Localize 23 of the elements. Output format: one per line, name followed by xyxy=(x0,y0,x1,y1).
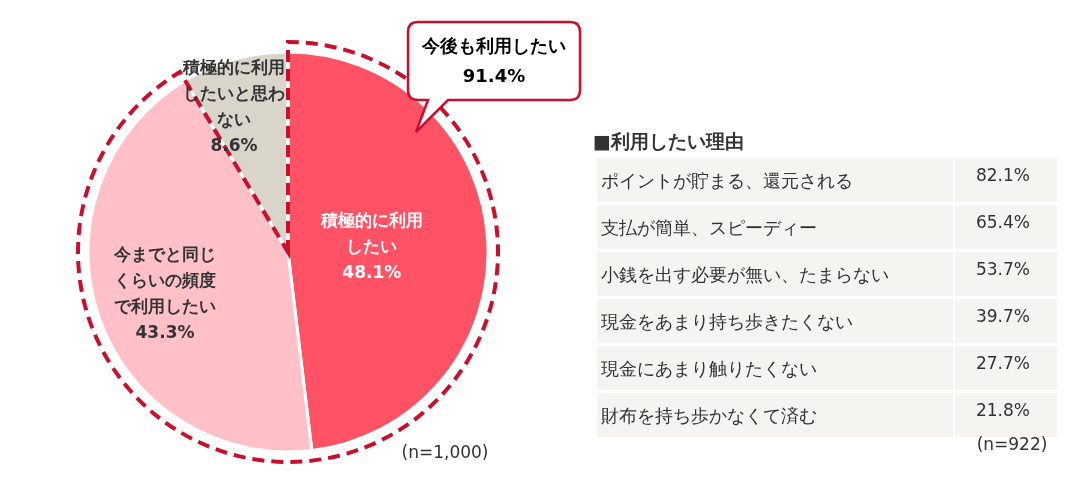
category-label: 支払が簡単、スピーディー xyxy=(601,216,817,238)
category-label: 現金をあまり持ち歩きたくない xyxy=(601,310,853,332)
category-label: 小銭を出す必要が無い、たまらない xyxy=(601,263,889,285)
slice-label: 積極的に利用したいと思わない xyxy=(181,57,285,130)
data-label: 21.8% xyxy=(975,399,1031,420)
text: 91.4% xyxy=(462,65,526,86)
slice-label: 今までと同じくらいの頻度で利用したい xyxy=(113,244,217,317)
data-label: 39.7% xyxy=(975,305,1031,326)
category-label: 財布を持ち歩かなくて済む xyxy=(601,404,817,426)
data-label: 65.4% xyxy=(975,211,1031,232)
data-label: 82.1% xyxy=(975,164,1031,185)
data-label: 48.1% xyxy=(342,261,402,282)
data-label: 43.3% xyxy=(135,322,195,343)
text: (n=1,000) xyxy=(401,442,489,462)
slice-label: 積極的に利用したい xyxy=(319,209,423,256)
text: ■利用したい理由 xyxy=(593,130,744,152)
text: 今後も利用したい xyxy=(421,35,566,56)
text: (n=922) xyxy=(976,434,1048,454)
data-label: 27.7% xyxy=(975,352,1031,373)
data-label: 8.6% xyxy=(210,135,258,156)
category-label: ポイントが貯まる、還元される xyxy=(601,169,853,191)
data-label: 53.7% xyxy=(975,258,1031,279)
category-label: 現金にあまり触りたくない xyxy=(601,357,817,379)
